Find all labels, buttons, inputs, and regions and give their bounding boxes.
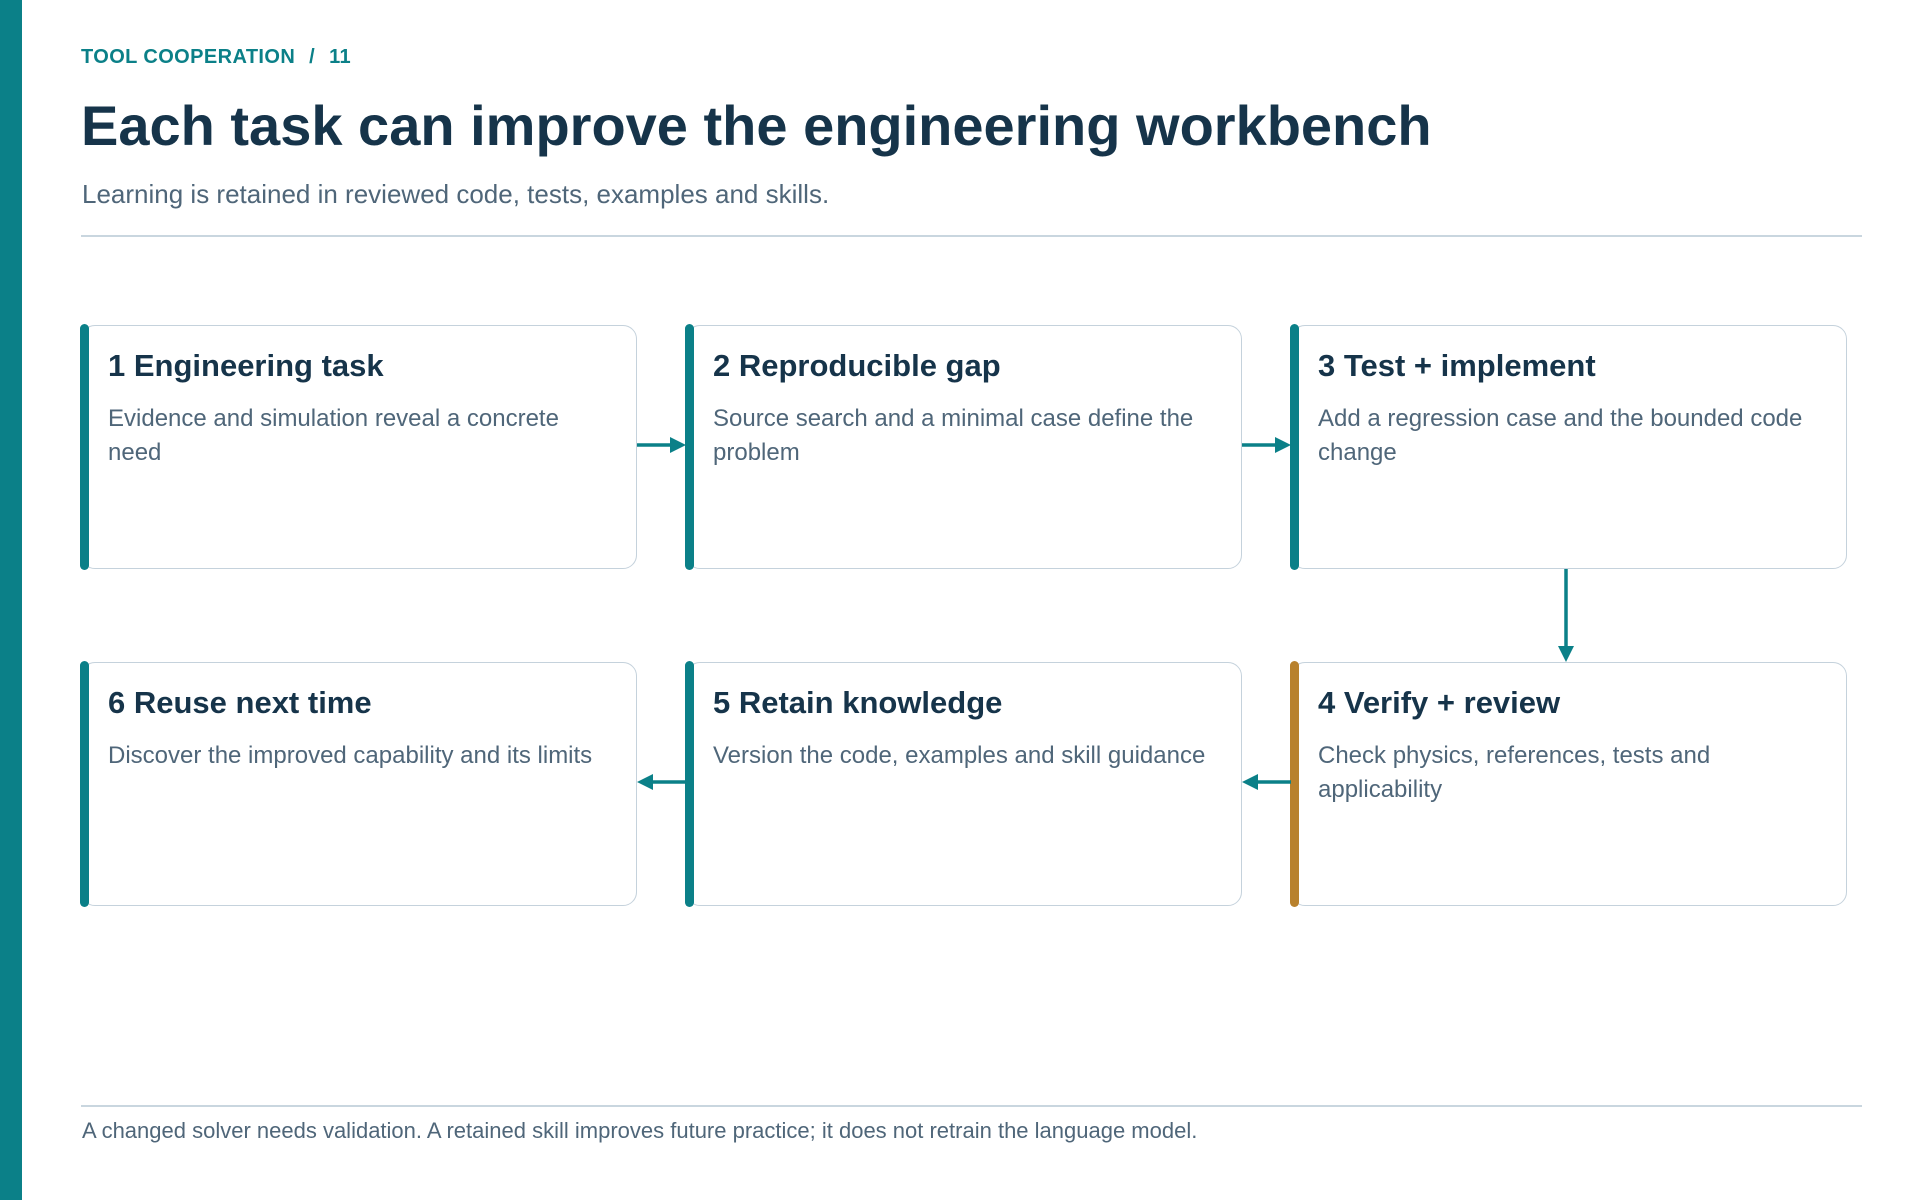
eyebrow-separator: / [309, 46, 316, 68]
step-title: 2 Reproducible gap [713, 348, 1001, 383]
step-accent-bar [1290, 324, 1299, 570]
section-label: TOOL COOPERATION [81, 46, 296, 68]
step-accent-bar [1290, 661, 1299, 907]
step-card-reuse-next-time: 6 Reuse next time Discover the improved … [80, 661, 637, 907]
step-accent-bar [80, 324, 89, 570]
arrow-step3-to-step4 [1558, 569, 1574, 662]
header-divider [81, 235, 1862, 237]
step-title: 3 Test + implement [1318, 348, 1596, 383]
arrow-step2-to-step3 [1242, 437, 1291, 453]
step-card-verify-review: 4 Verify + review Check physics, referen… [1290, 661, 1847, 907]
step-card-test-implement: 3 Test + implement Add a regression case… [1290, 324, 1847, 570]
footer-divider [81, 1105, 1862, 1107]
step-description: Evidence and simulation reveal a concret… [108, 405, 559, 466]
arrow-step5-to-step6 [637, 774, 686, 790]
step-title: 1 Engineering task [108, 348, 384, 383]
page-title: Each task can improve the engineering wo… [81, 94, 1432, 157]
step-card-engineering-task: 1 Engineering task Evidence and simulati… [80, 324, 637, 570]
step-accent-bar [685, 661, 694, 907]
step-description: Source search and a minimal case define … [713, 405, 1194, 466]
step-card-reproducible-gap: 2 Reproducible gap Source search and a m… [685, 324, 1242, 570]
step-card-retain-knowledge: 5 Retain knowledge Version the code, exa… [685, 661, 1242, 907]
arrow-step1-to-step2 [637, 437, 686, 453]
page-subtitle: Learning is retained in reviewed code, t… [82, 179, 830, 209]
page-number: 11 [329, 46, 352, 68]
step-title: 6 Reuse next time [108, 685, 372, 720]
arrow-step4-to-step5 [1242, 774, 1291, 790]
step-description: Add a regression case and the bounded co… [1318, 405, 1803, 466]
step-accent-bar [80, 661, 89, 907]
step-description: Discover the improved capability and its… [108, 742, 593, 769]
step-accent-bar [685, 324, 694, 570]
step-description: Check physics, references, tests and app… [1318, 742, 1711, 803]
side-accent-bar [0, 0, 22, 1200]
footer-note: A changed solver needs validation. A ret… [82, 1118, 1198, 1143]
step-title: 4 Verify + review [1318, 685, 1561, 720]
step-description: Version the code, examples and skill gui… [713, 742, 1206, 769]
section-eyebrow: TOOL COOPERATION / 11 [81, 46, 351, 69]
step-title: 5 Retain knowledge [713, 685, 1003, 720]
